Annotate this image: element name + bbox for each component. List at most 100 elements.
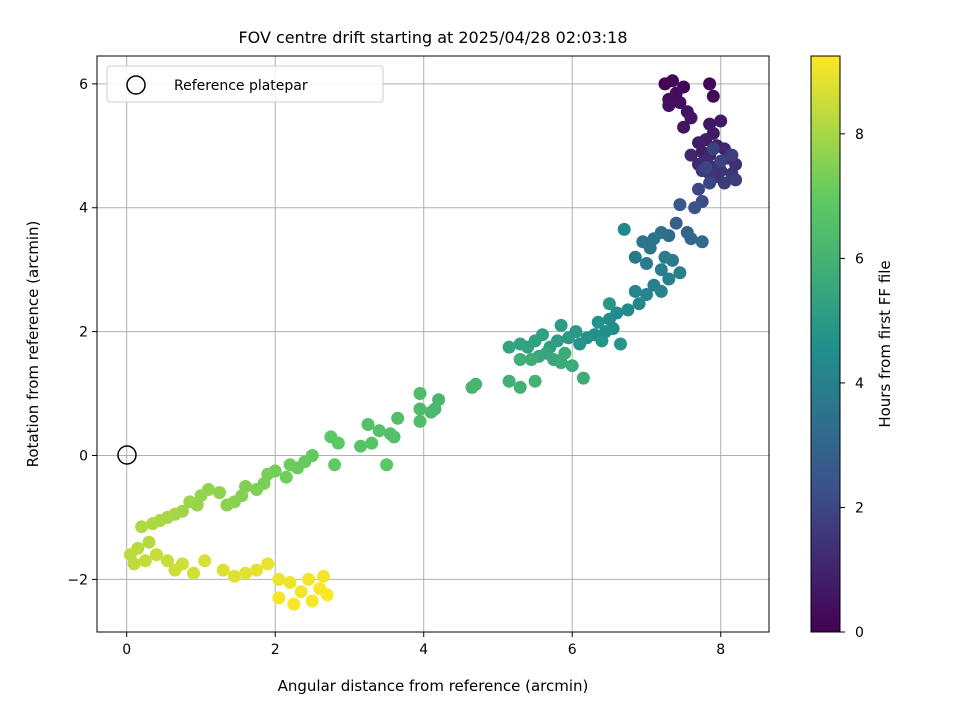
scatter-point (654, 263, 668, 277)
scatter-point (220, 498, 234, 512)
scatter-point (602, 297, 616, 311)
scatter-point (383, 427, 397, 441)
scatter-point (227, 569, 241, 583)
scatter-point (361, 418, 375, 431)
scatter-point (146, 517, 160, 531)
scatter-point (213, 486, 226, 500)
y-tick-label: 0 (79, 448, 88, 464)
scatter-point (565, 359, 579, 373)
colorbar-tick-label: 8 (855, 127, 864, 143)
scatter-point (628, 250, 642, 264)
legend-marker-reference (126, 75, 146, 95)
colorbar-tick-label: 2 (855, 500, 864, 516)
scatter-point (562, 331, 575, 345)
scatter-point (261, 557, 275, 571)
colorbar-tick-label: 0 (855, 625, 864, 641)
scatter-point (424, 405, 438, 419)
grid-lines (97, 56, 769, 632)
scatter-point (703, 77, 717, 91)
scatter-point (554, 318, 568, 332)
chart-title: FOV centre drift starting at 2025/04/28 … (238, 28, 627, 47)
scatter-point (320, 588, 334, 602)
scatter-point (662, 99, 676, 112)
scatter-point (628, 284, 642, 298)
scatter-point (127, 557, 141, 571)
scatter-point (305, 594, 319, 608)
x-tick-label: 2 (271, 642, 280, 658)
scatter-point (283, 576, 297, 589)
scatter-point (513, 337, 527, 351)
x-tick-label: 8 (716, 642, 725, 658)
scatter-point (725, 148, 739, 162)
scatter-point (706, 89, 720, 103)
scatter-point (328, 458, 342, 472)
legend-label-reference: Reference platepar (174, 78, 308, 94)
scatter-point (699, 161, 713, 174)
colorbar-ticks: 0 2 4 6 8 (840, 127, 864, 641)
scatter-point (513, 353, 527, 366)
scatter-point (666, 253, 679, 267)
scatter-point (640, 257, 653, 270)
scatter-point (576, 371, 590, 385)
scatter-point (502, 340, 516, 354)
y-axis-label: Rotation from reference (arcmin) (24, 221, 42, 468)
scatter-point (699, 133, 713, 147)
scatter-point (632, 297, 646, 311)
scatter-point (673, 96, 687, 109)
scatter-point (239, 566, 252, 580)
scatter-point (502, 374, 516, 388)
scatter-point (654, 284, 668, 298)
y-tick-label: 6 (79, 77, 88, 93)
scatter-point (688, 201, 702, 215)
scatter-point (250, 563, 264, 577)
scatter-point (666, 74, 679, 88)
colorbar-tick-label: 4 (855, 376, 864, 392)
scatter-point (380, 458, 394, 472)
colorbar: 0 2 4 6 8 Hours from first FF file (810, 55, 894, 641)
scatter-point (591, 315, 605, 329)
y-tick-label: 4 (79, 201, 88, 217)
scatter-point (558, 346, 572, 360)
scatter-point (595, 334, 609, 348)
scatter-point (617, 222, 631, 236)
scatter-point (283, 458, 297, 472)
y-axis-ticks: −2 0 2 4 6 (67, 77, 97, 588)
scatter-point (149, 548, 163, 562)
colorbar-gradient (810, 55, 841, 633)
scatter-point (695, 235, 709, 249)
scatter-point (302, 572, 316, 586)
scatter-point (662, 272, 676, 286)
scatter-point (573, 337, 587, 351)
scatter-point (673, 198, 687, 212)
scatter-point (142, 535, 156, 549)
scatter-point (324, 430, 338, 444)
colorbar-label: Hours from first FF file (876, 260, 894, 427)
scatter-point (413, 402, 427, 416)
x-tick-label: 6 (568, 642, 577, 658)
y-tick-label: −2 (67, 572, 88, 588)
scatter-point (413, 414, 427, 428)
scatter-point (138, 554, 152, 568)
scatter-point (187, 566, 200, 580)
plot-frame (96, 55, 770, 633)
scatter-point (135, 520, 149, 534)
scatter-point (272, 572, 286, 586)
scatter-point (365, 436, 379, 450)
scatter-point (673, 266, 687, 280)
scatter-point (669, 216, 683, 230)
scatter-point (465, 380, 479, 394)
scatter-point (513, 380, 527, 394)
scatter-point (714, 114, 728, 128)
scatter-point (216, 563, 230, 577)
scatter-point (528, 374, 542, 388)
scatter-point (692, 182, 705, 196)
scatter-point (640, 288, 653, 301)
scatter-point (714, 154, 728, 168)
scatter-point (198, 554, 212, 568)
colorbar-tick-label: 6 (855, 251, 864, 267)
scatter-points (123, 74, 743, 611)
scatter-point (524, 353, 538, 366)
scatter-point (183, 495, 197, 509)
scatter-point (372, 424, 386, 438)
